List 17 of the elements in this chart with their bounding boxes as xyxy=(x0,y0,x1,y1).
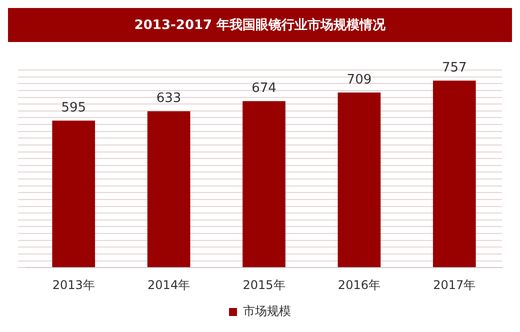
bar xyxy=(242,101,286,268)
bar xyxy=(432,80,476,268)
data-label: 633 xyxy=(156,91,182,106)
data-label: 757 xyxy=(442,60,467,76)
bar xyxy=(147,111,190,268)
bar xyxy=(52,120,96,268)
x-tick-label: 2015年 xyxy=(242,278,286,292)
x-tick-label: 2014年 xyxy=(148,278,190,292)
legend-label: 市场规模 xyxy=(243,304,291,318)
data-label: 595 xyxy=(61,100,86,116)
data-label: 709 xyxy=(346,72,372,88)
bar xyxy=(338,92,381,268)
x-tick-label: 2017年 xyxy=(433,278,476,292)
data-label: 674 xyxy=(252,80,276,96)
chart-title: 2013-2017 年我国眼镜行业市场规模情况 xyxy=(8,8,512,42)
x-tick-label: 2016年 xyxy=(338,278,380,292)
x-tick-label: 2013年 xyxy=(52,278,95,292)
